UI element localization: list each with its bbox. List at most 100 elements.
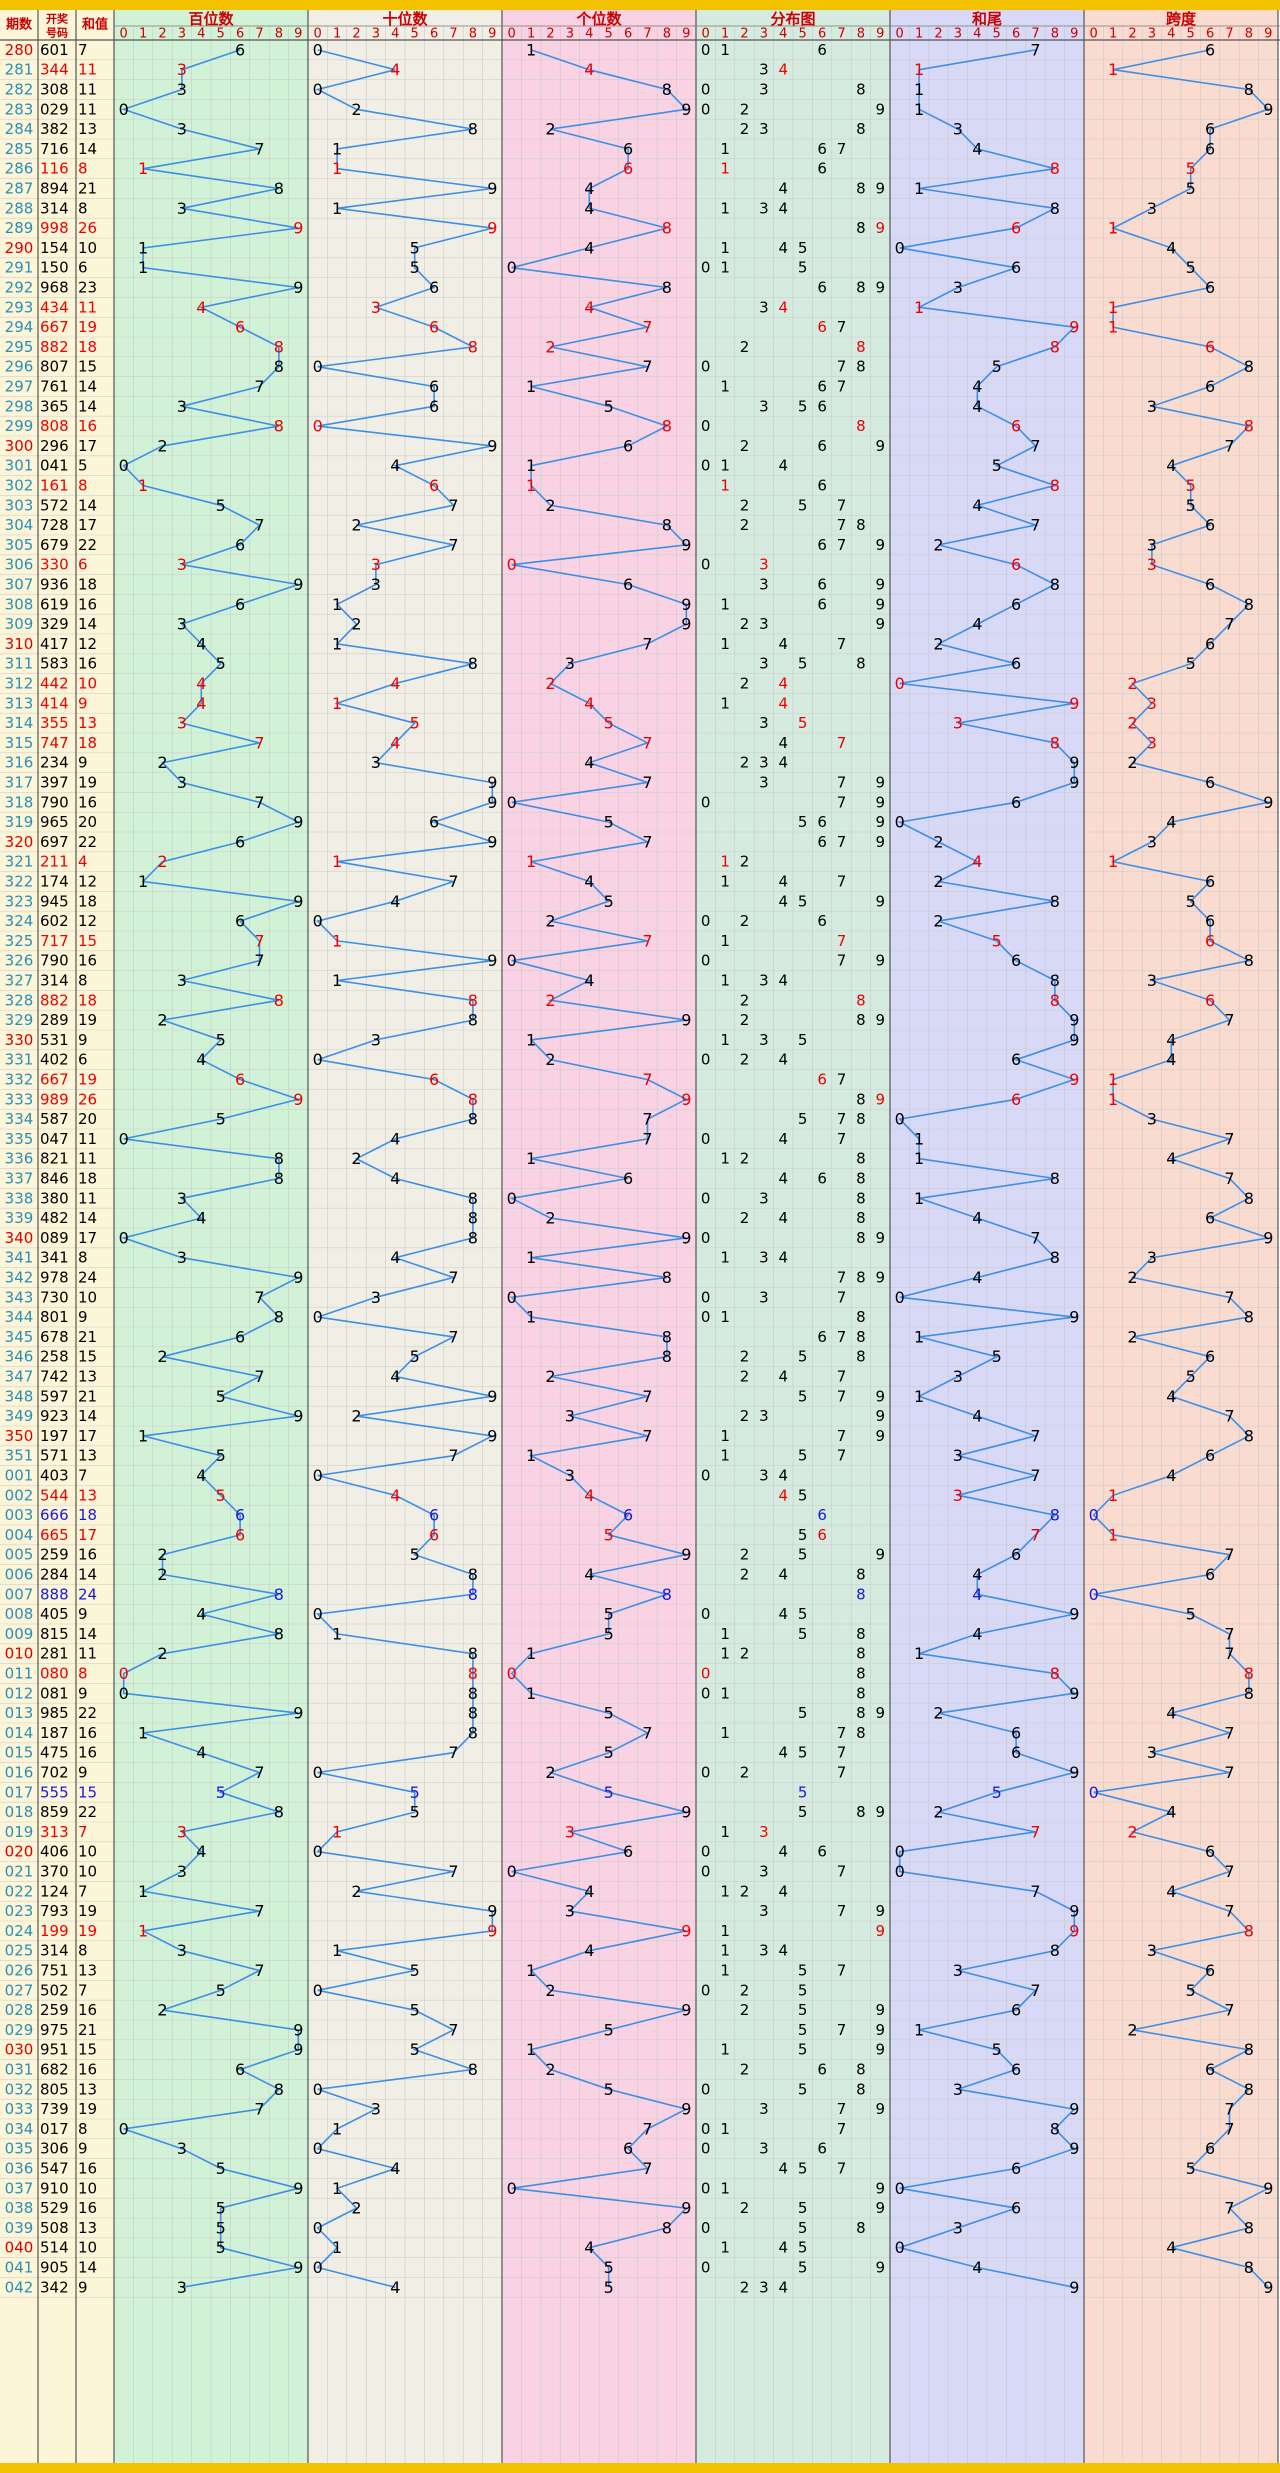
- distribution-point: 8: [856, 1704, 866, 1722]
- series-point: 0: [1089, 1783, 1099, 1802]
- draw-cell: 314: [40, 1942, 69, 1960]
- series-point: 8: [1244, 951, 1254, 970]
- digit-header-tens: 7: [449, 27, 457, 42]
- period-cell: 005: [5, 1546, 34, 1564]
- series-point: 6: [235, 1525, 245, 1544]
- draw-cell: 666: [40, 1506, 69, 1524]
- series-point: 9: [681, 1545, 691, 1564]
- distribution-point: 5: [798, 1486, 808, 1504]
- distribution-point: 9: [876, 793, 886, 811]
- distribution-point: 3: [759, 556, 769, 574]
- distribution-point: 2: [740, 754, 750, 772]
- draw-cell: 805: [40, 2080, 69, 2098]
- digit-header-ones: 6: [624, 27, 632, 42]
- period-cell: 307: [5, 576, 34, 594]
- distribution-point: 8: [856, 120, 866, 138]
- period-cell: 342: [5, 1269, 34, 1287]
- sum-cell: 18: [78, 1170, 97, 1188]
- draw-cell: 259: [40, 1546, 69, 1564]
- series-point: 9: [487, 832, 497, 851]
- series-point: 0: [895, 2238, 905, 2257]
- period-cell: 338: [5, 1189, 34, 1207]
- draw-cell: 747: [40, 734, 69, 752]
- series-point: 9: [1069, 753, 1079, 772]
- series-point: 4: [584, 1941, 594, 1960]
- period-cell: 006: [5, 1566, 34, 1584]
- sum-cell: 14: [78, 397, 97, 415]
- series-point: 1: [332, 159, 342, 178]
- series-point: 7: [254, 1763, 264, 1782]
- draw-cell: 442: [40, 675, 69, 693]
- period-cell: 340: [5, 1229, 34, 1247]
- series-point: 0: [507, 555, 517, 574]
- series-point: 5: [1186, 654, 1196, 673]
- distribution-point: 7: [837, 2160, 847, 2178]
- series-point: 3: [1147, 555, 1157, 574]
- distribution-point: 1: [720, 595, 730, 613]
- series-point: 8: [1244, 1684, 1254, 1703]
- series-sum_tail: 7111348186063198544675847268642609389960…: [895, 40, 1080, 2296]
- distribution-point: 1: [720, 140, 730, 158]
- distribution-point: 4: [779, 1467, 789, 1485]
- digit-header-distribution: 7: [837, 27, 845, 42]
- series-point: 9: [293, 278, 303, 297]
- series-point: 6: [1205, 773, 1215, 792]
- period-cell: 348: [5, 1387, 34, 1405]
- series-point: 0: [895, 2179, 905, 2198]
- series-point: 2: [351, 100, 361, 119]
- distribution-point: 0: [701, 358, 711, 376]
- series-point: 5: [216, 1030, 226, 1049]
- distribution-point: 7: [837, 378, 847, 396]
- series-point: 6: [623, 159, 633, 178]
- distribution-point: 9: [876, 2021, 886, 2039]
- distribution-point: 5: [798, 1526, 808, 1544]
- sum-cell: 14: [78, 378, 97, 396]
- sum-cell: 13: [78, 1447, 97, 1465]
- distribution-point: 8: [856, 1110, 866, 1128]
- period-cell: 011: [5, 1665, 34, 1683]
- series-point: 4: [972, 2258, 982, 2277]
- series-point: 6: [1011, 2199, 1021, 2218]
- distribution-point: 8: [856, 1328, 866, 1346]
- series-point: 0: [507, 1664, 517, 1683]
- distribution-point: 2: [740, 496, 750, 514]
- period-cell: 333: [5, 1090, 34, 1108]
- series-point: 3: [565, 1822, 575, 1841]
- series-point: 0: [119, 100, 129, 119]
- series-point: 9: [681, 2001, 691, 2020]
- period-cell: 302: [5, 477, 34, 495]
- period-cell: 288: [5, 199, 34, 217]
- draw-cell: 808: [40, 417, 69, 435]
- distribution-point: 3: [759, 754, 769, 772]
- draw-cell: 905: [40, 2259, 69, 2277]
- draw-cell: 965: [40, 813, 69, 831]
- series-point: 1: [332, 931, 342, 950]
- distribution-point: 6: [817, 41, 827, 59]
- series-point: 3: [953, 1486, 963, 1505]
- distribution-point: 2: [740, 2061, 750, 2079]
- draw-cell: 529: [40, 2199, 69, 2217]
- series-point: 5: [410, 1803, 420, 1822]
- series-point: 4: [1166, 813, 1176, 832]
- series-point: 8: [274, 179, 284, 198]
- period-cell: 339: [5, 1209, 34, 1227]
- series-point: 7: [1224, 1545, 1234, 1564]
- series-point: 2: [545, 912, 555, 931]
- distribution-point: 4: [779, 1942, 789, 1960]
- bottom-bar: [0, 2463, 1280, 2473]
- series-point: 2: [351, 1882, 361, 1901]
- series-point: 2: [157, 852, 167, 871]
- series-point: 8: [1050, 1941, 1060, 1960]
- series-point: 6: [429, 278, 439, 297]
- series-point: 8: [662, 1347, 672, 1366]
- distribution-point: 5: [798, 2080, 808, 2098]
- draw-cell: 619: [40, 595, 69, 613]
- series-point: 6: [1011, 1743, 1021, 1762]
- section-title-sum_tail: 和尾: [972, 10, 1002, 28]
- distribution-point: 0: [701, 1605, 711, 1623]
- distribution-point: 6: [817, 477, 827, 495]
- distribution-point: 0: [701, 1843, 711, 1861]
- series-point: 5: [410, 2040, 420, 2059]
- series-point: 8: [274, 1149, 284, 1168]
- series-point: 4: [390, 1367, 400, 1386]
